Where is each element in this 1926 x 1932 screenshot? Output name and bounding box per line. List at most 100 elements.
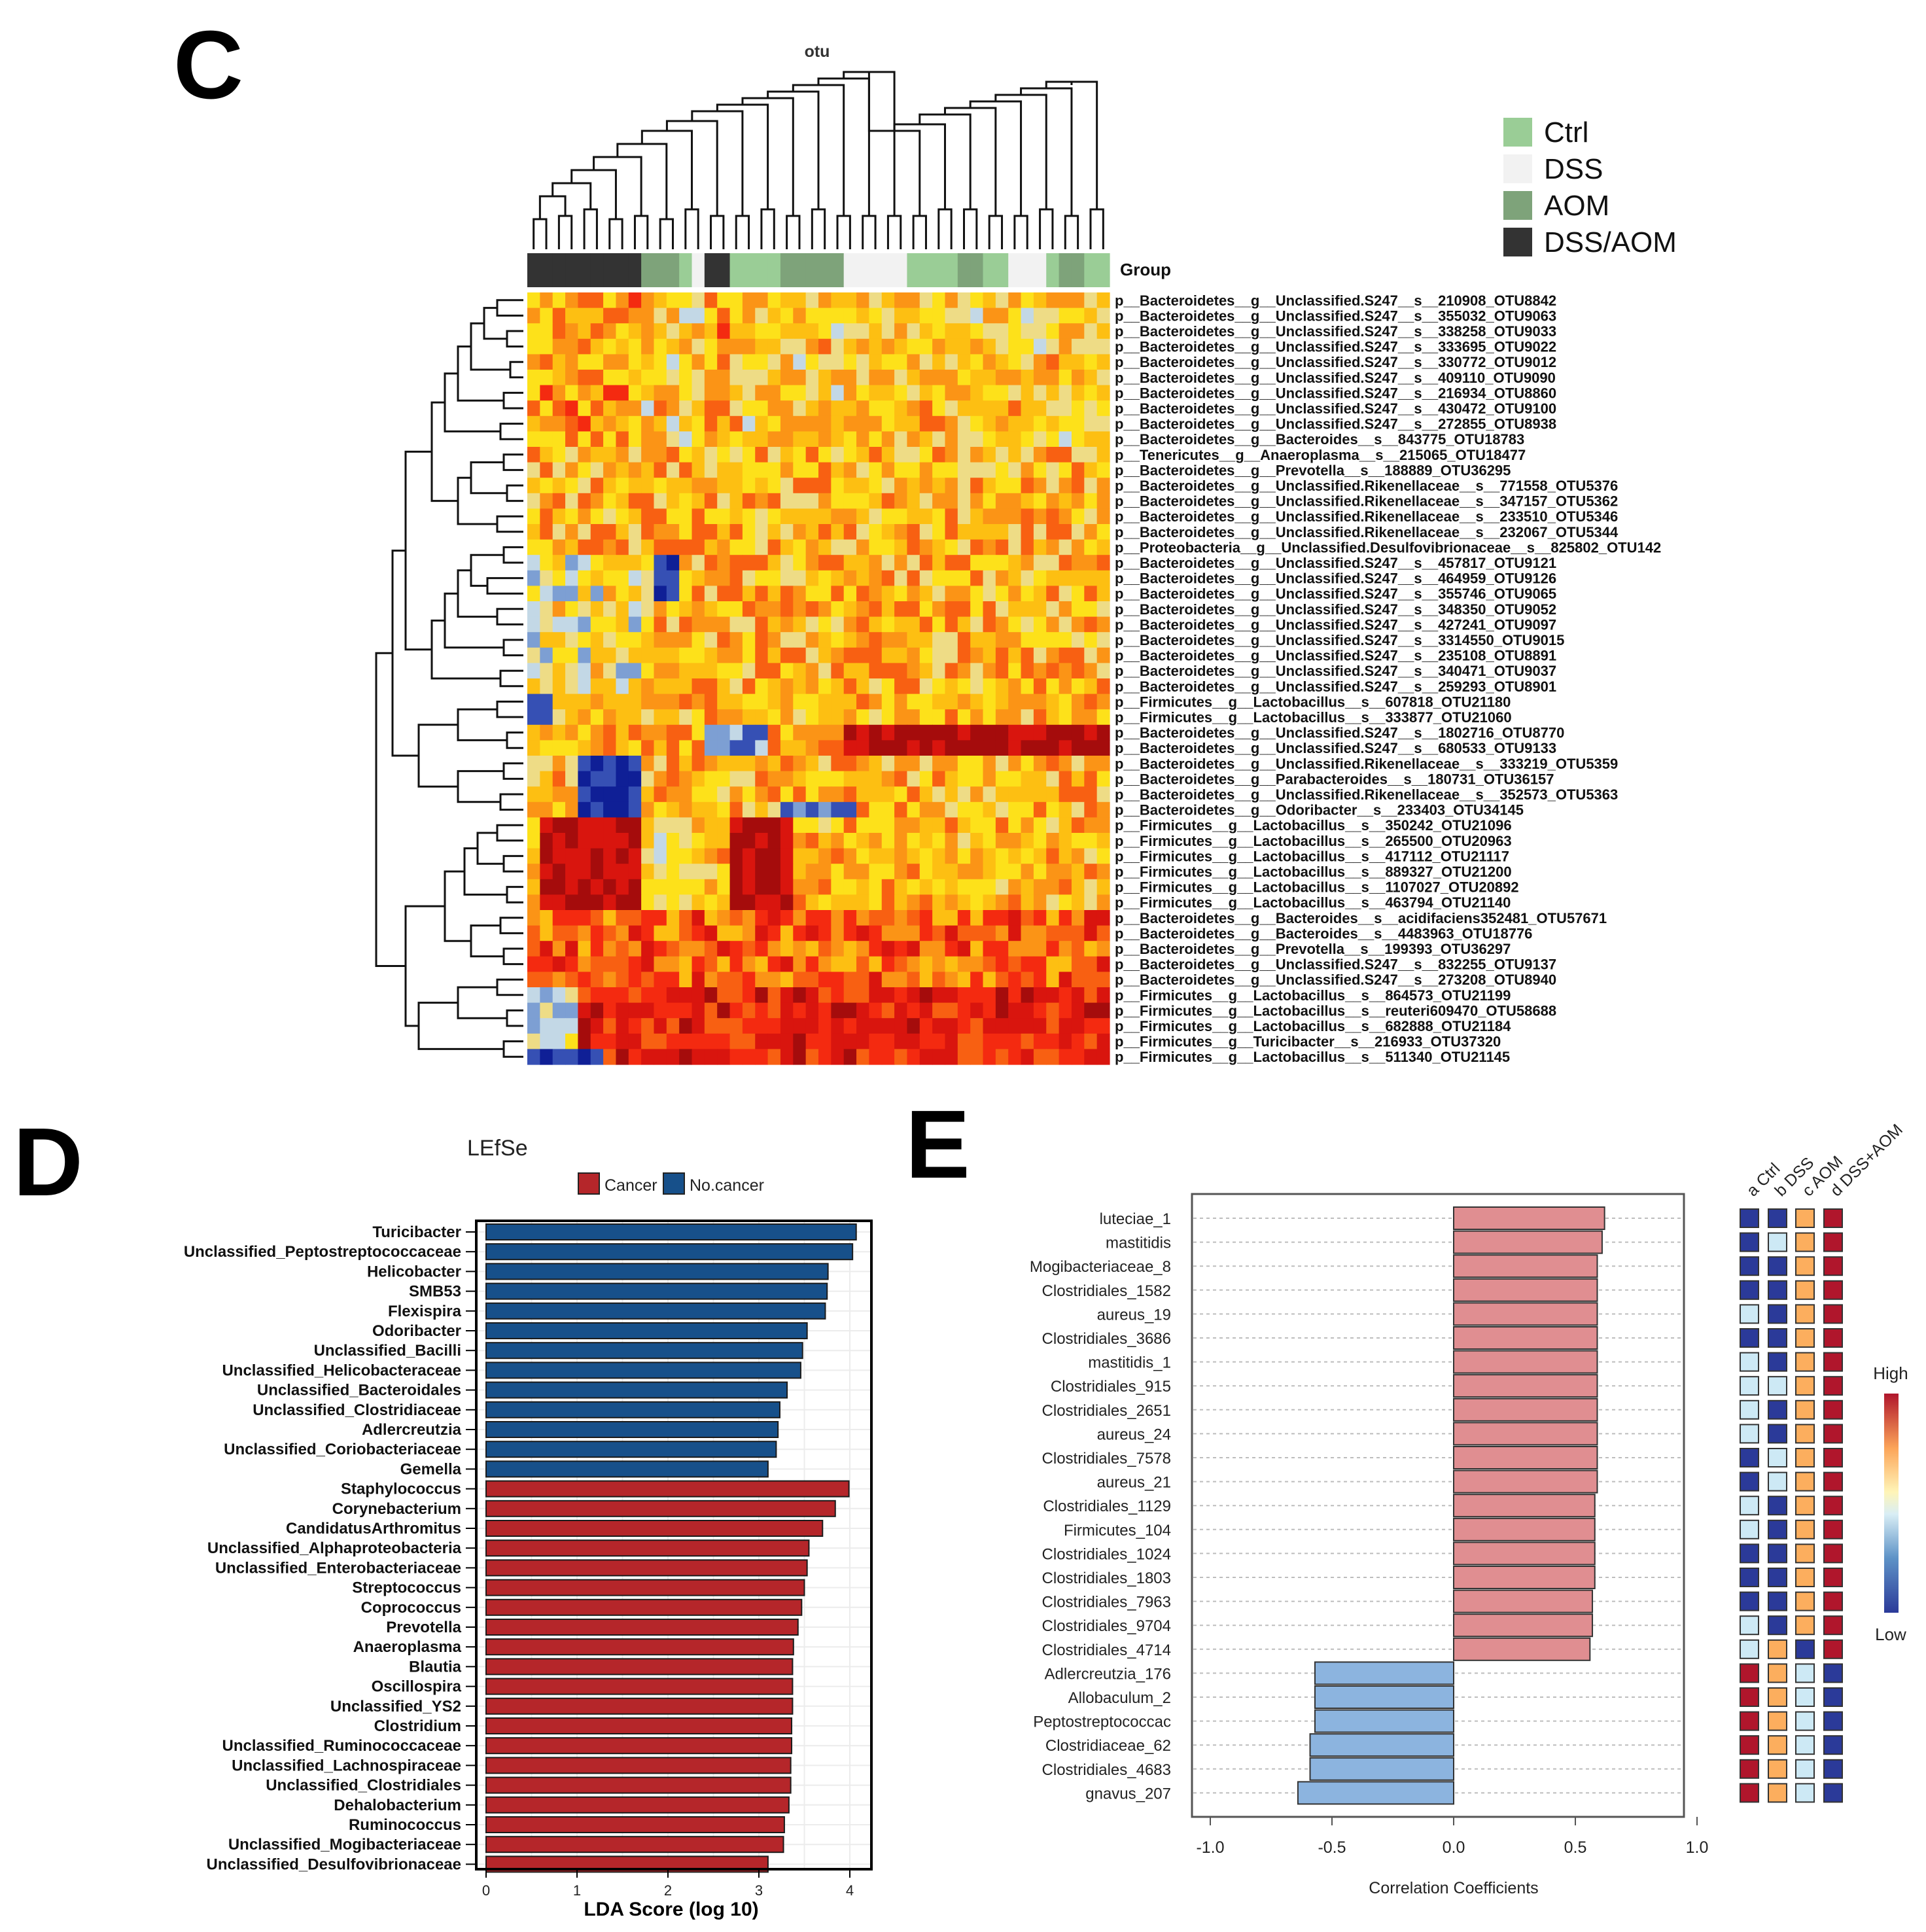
heatmap-cell xyxy=(894,415,908,432)
dendrogram-branch xyxy=(457,986,507,1019)
heatmap-cell xyxy=(704,1018,718,1034)
group-heat-cell xyxy=(1768,1208,1787,1228)
heatmap-cell xyxy=(945,493,958,509)
heatmap-cell xyxy=(907,616,920,633)
heatmap-cell xyxy=(1008,941,1022,957)
heatmap-cell xyxy=(983,555,996,571)
heatmap-cell xyxy=(894,925,908,941)
heatmap-cell xyxy=(641,848,655,864)
heatmap-cell xyxy=(603,740,617,756)
heatmap-cell xyxy=(578,524,591,540)
heatmap-cell xyxy=(641,771,655,787)
heatmap-row-label: p__Bacteroidetes__g__Unclassified.S247__… xyxy=(1115,648,1556,664)
lefse-category-label: Unclassified_Peptostreptococcaceae xyxy=(184,1243,461,1261)
heatmap-cell xyxy=(755,879,769,895)
heatmap-cell xyxy=(755,786,769,803)
heatmap-cell xyxy=(552,987,566,1004)
heatmap-cell xyxy=(603,508,617,525)
heatmap-cell xyxy=(565,555,578,571)
heatmap-cell xyxy=(869,493,883,509)
heatmap-cell xyxy=(679,771,693,787)
heatmap-cell xyxy=(957,616,971,633)
heatmap-cell xyxy=(932,864,946,880)
heatmap-cell xyxy=(869,864,883,880)
heatmap-cell xyxy=(565,941,578,957)
correlation-bar xyxy=(1453,1446,1598,1469)
heatmap-cell xyxy=(742,354,756,370)
heatmap-cell xyxy=(983,956,996,972)
group-heat-cell xyxy=(1823,1376,1843,1396)
correlation-bar xyxy=(1453,1637,1591,1661)
heatmap-cell xyxy=(717,1033,731,1049)
heatmap-cell xyxy=(1008,678,1022,695)
heatmap-cell xyxy=(957,801,971,818)
heatmap-cell xyxy=(578,632,591,648)
heatmap-cell xyxy=(767,925,781,941)
heatmap-cell xyxy=(970,956,984,972)
heatmap-cell xyxy=(527,941,540,957)
heatmap-cell xyxy=(641,555,655,571)
group-heat-cell xyxy=(1823,1496,1843,1516)
heatmap-cell xyxy=(957,1002,971,1019)
heatmap-cell xyxy=(1021,307,1034,324)
heatmap-cell xyxy=(805,307,819,324)
heatmap-cell xyxy=(843,956,857,972)
heatmap-cell xyxy=(717,786,731,803)
heatmap-cell xyxy=(1033,709,1047,726)
lefse-title: LEfSe xyxy=(467,1136,528,1161)
heatmap-cell xyxy=(1084,864,1098,880)
heatmap-cell xyxy=(818,354,832,370)
heatmap-cell xyxy=(957,972,971,988)
heatmap-cell xyxy=(1096,323,1110,340)
heatmap-cell xyxy=(932,1033,946,1049)
heatmap-cell xyxy=(616,570,629,586)
heatmap-cell xyxy=(552,941,566,957)
dendrogram-branch xyxy=(506,330,523,348)
heatmap-cell xyxy=(704,478,718,494)
heatmap-cell xyxy=(1059,447,1072,463)
heatmap-cell xyxy=(755,616,769,633)
heatmap-cell xyxy=(831,570,845,586)
heatmap-cell xyxy=(1071,771,1085,787)
heatmap-cell xyxy=(932,817,946,834)
heatmap-cell xyxy=(780,539,794,555)
heatmap-cell xyxy=(679,555,693,571)
heatmap-cell xyxy=(578,292,591,309)
heatmap-cell xyxy=(1096,987,1110,1004)
heatmap-cell xyxy=(780,586,794,602)
heatmap-cell xyxy=(907,678,920,695)
heatmap-cell xyxy=(590,601,604,618)
heatmap-cell xyxy=(881,431,895,448)
heatmap-cell xyxy=(767,987,781,1004)
correlation-category-label: Clostridiales_1129 xyxy=(1043,1498,1171,1515)
heatmap-cell xyxy=(654,307,667,324)
heatmap-cell xyxy=(945,647,958,663)
heatmap-cell xyxy=(1071,493,1085,509)
heatmap-cell xyxy=(1021,740,1034,756)
heatmap-cell xyxy=(1033,647,1047,663)
heatmap-cell xyxy=(894,1033,908,1049)
heatmap-cell xyxy=(805,678,819,695)
heatmap-cell xyxy=(932,740,946,756)
heatmap-cell xyxy=(1096,292,1110,309)
heatmap-cell xyxy=(552,771,566,787)
heatmap-cell xyxy=(692,431,705,448)
heatmap-cell xyxy=(818,756,832,772)
heatmap-cell xyxy=(692,678,705,695)
heatmap-cell xyxy=(679,864,693,880)
heatmap-cell xyxy=(1008,709,1022,726)
heatmap-cell xyxy=(654,801,667,818)
heatmap-cell xyxy=(995,1049,1009,1065)
heatmap-cell xyxy=(578,786,591,803)
heatmap-cell xyxy=(1059,385,1072,401)
heatmap-cell xyxy=(654,354,667,370)
group-heat-cell xyxy=(1823,1519,1843,1539)
heatmap-cell xyxy=(755,740,769,756)
heatmap-cell xyxy=(603,910,617,926)
heatmap-cell xyxy=(843,354,857,370)
heatmap-cell xyxy=(856,972,869,988)
heatmap-cell xyxy=(983,370,996,386)
heatmap-cell xyxy=(805,431,819,448)
heatmap-cell xyxy=(869,323,883,340)
heatmap-cell xyxy=(1008,1018,1022,1034)
